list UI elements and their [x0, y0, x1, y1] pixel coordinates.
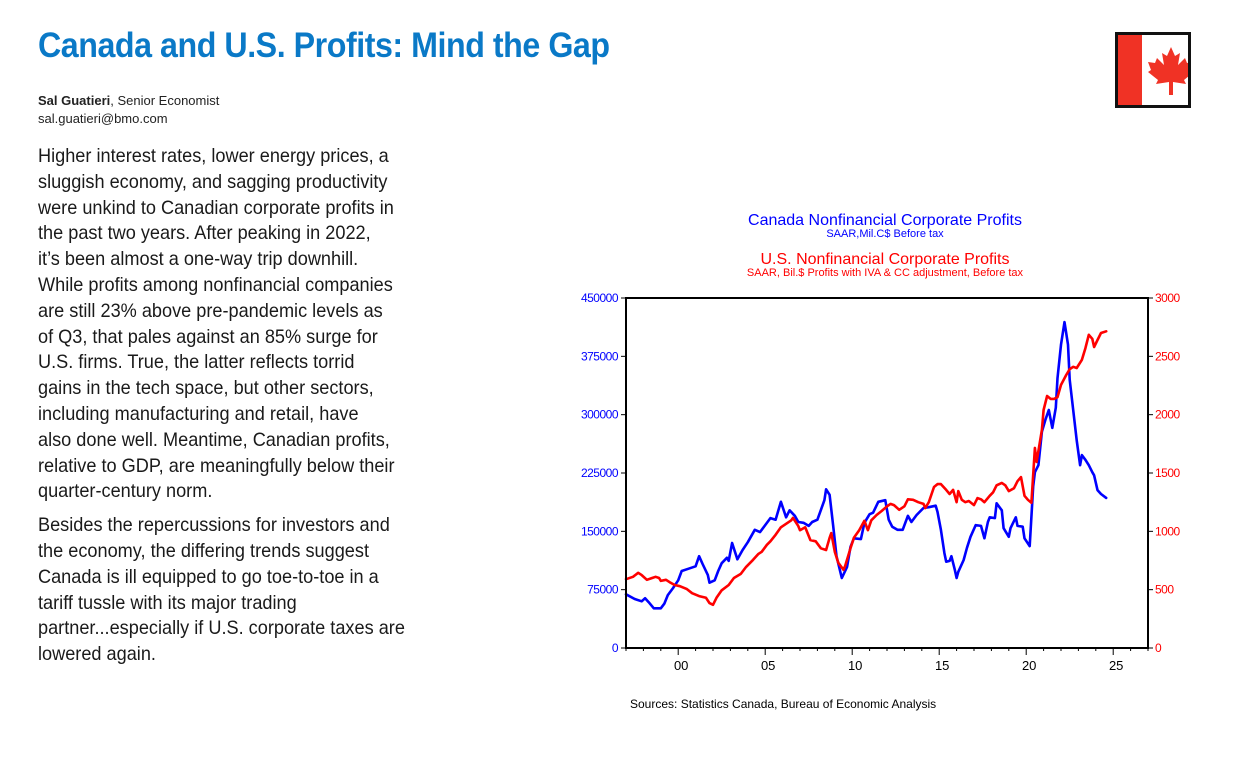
y-right-tick-label: 1000	[1155, 524, 1180, 538]
y-left-tick-label: 450000	[581, 291, 619, 305]
paragraph-line: of Q3, that pales against an 85% surge f…	[38, 325, 378, 348]
x-tick-label: 20	[1022, 658, 1036, 673]
x-tick-label: 05	[761, 658, 775, 673]
maple-leaf-icon	[1148, 47, 1188, 95]
chart-source: Sources: Statistics Canada, Bureau of Ec…	[630, 697, 936, 711]
x-tick-label: 25	[1109, 658, 1123, 673]
paragraph-line: Higher interest rates, lower energy pric…	[38, 145, 389, 167]
paragraph-line: are still 23% above pre-pandemic levels …	[38, 299, 383, 322]
paragraph-line: the past two years. After peaking in 202…	[38, 222, 371, 245]
plot-frame	[625, 297, 1149, 649]
author-name: Sal Guatieri	[38, 93, 111, 108]
y-right-tick-label: 1500	[1155, 466, 1180, 480]
x-tick-label: 00	[674, 658, 688, 673]
paragraph-line: also done well. Meantime, Canadian profi…	[38, 428, 390, 451]
paragraph-line: lowered again.	[38, 643, 156, 666]
paragraph-line: relative to GDP, are meaningfully below …	[38, 454, 395, 477]
y-left-tick-label: 300000	[581, 408, 619, 422]
us-profits-line	[624, 330, 1108, 607]
chart-title-us: U.S. Nonfinancial Corporate Profits	[761, 251, 1010, 268]
paragraph-line: quarter-century norm.	[38, 480, 213, 503]
y-left-tick-label: 375000	[581, 349, 619, 363]
paragraph-line: sluggish economy, and sagging productivi…	[38, 170, 388, 193]
canada-flag-icon	[1115, 32, 1191, 108]
paragraph-line: While profits among nonfinancial compani…	[38, 273, 393, 296]
profits-chart: Canada Nonfinancial Corporate Profits SA…	[581, 212, 1180, 711]
page-title: Canada and U.S. Profits: Mind the Gap	[38, 26, 610, 65]
paragraph-line: Canada is ill equipped to go toe-to-toe …	[38, 565, 379, 588]
byline: Sal Guatieri, Senior Economist sal.guati…	[38, 92, 219, 128]
paragraph-line: tariff tussle with its major trading	[38, 591, 297, 614]
flag-red-band	[1118, 35, 1142, 105]
y-right-tick-label: 2000	[1155, 408, 1180, 422]
paragraph-line: it’s been almost a one-way trip downhill…	[38, 248, 359, 271]
chart-subtitle-canada: SAAR,Mil.C$ Before tax	[826, 228, 944, 240]
paragraph-line: partner...especially if U.S. corporate t…	[38, 617, 405, 640]
y-left-tick-label: 225000	[581, 466, 619, 480]
y-right-tick-label: 2500	[1155, 349, 1180, 363]
paragraph-line: gains in the tech space, but other secto…	[38, 377, 374, 400]
paragraph-line: including manufacturing and retail, have	[38, 402, 359, 425]
y-right-tick-label: 3000	[1155, 291, 1180, 305]
author-role: , Senior Economist	[110, 93, 220, 108]
paragraph-line: Besides the repercussions for investors …	[38, 514, 390, 537]
y-left-tick-label: 0	[612, 641, 619, 655]
paragraph-1: Higher interest rates, lower energy pric…	[38, 144, 438, 505]
canada-profits-line	[624, 320, 1108, 610]
paragraph-2: Besides the repercussions for investors …	[38, 513, 438, 668]
y-right-tick-label: 500	[1155, 583, 1174, 597]
y-right-tick-label: 0	[1155, 641, 1162, 655]
article-body: Higher interest rates, lower energy pric…	[38, 144, 438, 676]
x-tick-label: 10	[848, 658, 862, 673]
author-email[interactable]: sal.guatieri@bmo.com	[38, 111, 168, 126]
paragraph-line: were unkind to Canadian corporate profit…	[38, 196, 394, 219]
y-left-tick-label: 150000	[581, 524, 619, 538]
chart-title-canada: Canada Nonfinancial Corporate Profits	[748, 212, 1022, 229]
y-left-tick-label: 75000	[587, 583, 619, 597]
chart-subtitle-us: SAAR, Bil.$ Profits with IVA & CC adjust…	[747, 267, 1024, 279]
x-tick-label: 15	[935, 658, 949, 673]
paragraph-line: the economy, the differing trends sugges…	[38, 539, 370, 562]
paragraph-line: U.S. firms. True, the latter reflects to…	[38, 351, 355, 374]
